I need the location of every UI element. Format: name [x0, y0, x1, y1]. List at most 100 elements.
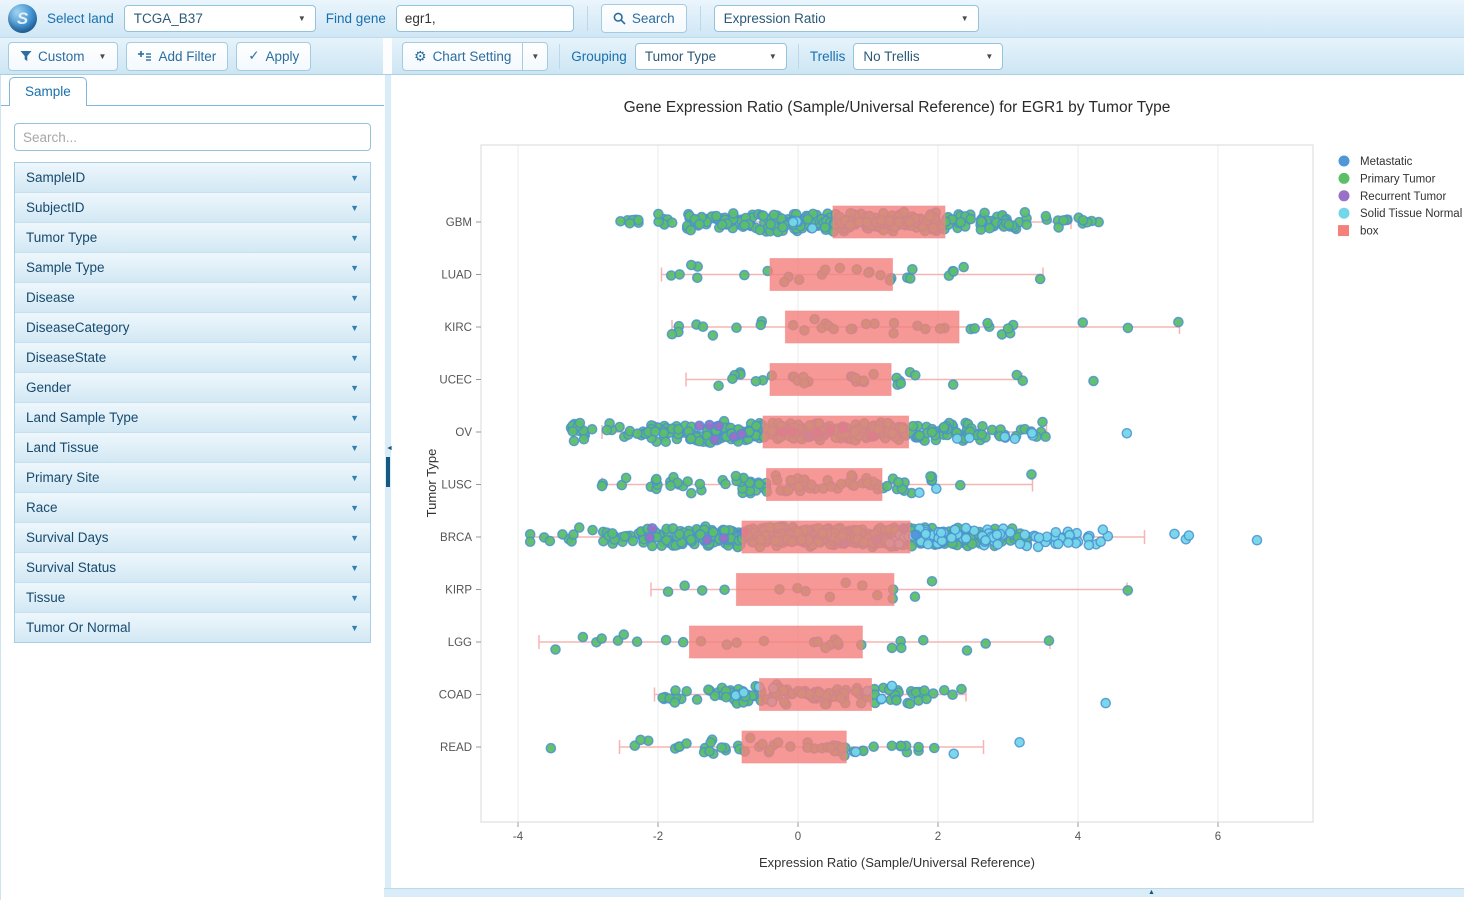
- chart-panel: -4 -2 0 2 4 6 GBM LUAD KIRC UCEC OV LUSC BRCA KIRP LGG…: [392, 75, 1464, 888]
- collapse-left-icon[interactable]: ◄: [386, 445, 393, 452]
- sidebar-field-land-tissue[interactable]: Land Tissue ▼: [15, 433, 370, 463]
- gear-icon: ⚙: [414, 47, 427, 64]
- field-search-input[interactable]: [14, 123, 371, 151]
- find-gene-input[interactable]: [395, 5, 574, 32]
- app-logo-icon: S: [8, 4, 37, 33]
- field-label: SampleID: [26, 170, 86, 185]
- sidebar-field-gender[interactable]: Gender ▼: [15, 373, 370, 403]
- legend-item-primary[interactable]: Primary Tumor: [1338, 172, 1436, 186]
- sidebar-field-sample-type[interactable]: Sample Type ▼: [15, 253, 370, 283]
- sample-sidebar: Sample SampleID▼SubjectID▼Tumor Type▼Sam…: [0, 75, 384, 900]
- search-button[interactable]: Search: [600, 4, 687, 33]
- collapse-up-icon[interactable]: ▲: [1148, 889, 1155, 896]
- bottom-panel-strip: ▲: [384, 888, 1464, 897]
- svg-text:0: 0: [795, 831, 801, 843]
- chevron-down-icon: ▼: [985, 51, 994, 61]
- sidebar-field-land-sample-type[interactable]: Land Sample Type ▼: [15, 403, 370, 433]
- sidebar-field-tissue[interactable]: Tissue ▼: [15, 583, 370, 613]
- svg-text:Gene Expression Ratio (Sample/: Gene Expression Ratio (Sample/Universal …: [624, 99, 1171, 116]
- svg-text:OV: OV: [455, 427, 472, 439]
- sidebar-field-subjectid[interactable]: SubjectID ▼: [15, 193, 370, 223]
- svg-text:Recurrent Tumor: Recurrent Tumor: [1360, 191, 1446, 203]
- chart-toolbar: ⚙ Chart Setting ▼ Grouping Tumor Type ▼ …: [392, 41, 1004, 71]
- chevron-down-icon[interactable]: ▼: [350, 232, 359, 243]
- chevron-down-icon[interactable]: ▼: [350, 382, 359, 393]
- panel-splitter[interactable]: ◄: [384, 75, 393, 891]
- grouping-dropdown[interactable]: Tumor Type ▼: [634, 42, 787, 70]
- divider: [699, 6, 701, 31]
- chevron-down-icon[interactable]: ▼: [350, 412, 359, 423]
- divider: [559, 43, 561, 69]
- field-label: Disease: [26, 290, 75, 305]
- chevron-down-icon[interactable]: ▼: [350, 592, 359, 603]
- trellis-dropdown[interactable]: No Trellis ▼: [853, 42, 1004, 70]
- search-button-label: Search: [631, 11, 675, 26]
- chart-setting-button[interactable]: ⚙ Chart Setting: [402, 41, 524, 71]
- chevron-down-icon[interactable]: ▼: [350, 262, 359, 273]
- chevron-down-icon[interactable]: ▼: [350, 562, 359, 573]
- legend-item-metastatic[interactable]: Metastatic: [1338, 155, 1413, 169]
- chevron-down-icon[interactable]: ▼: [350, 172, 359, 183]
- legend-item-recurrent[interactable]: Recurrent Tumor: [1338, 190, 1447, 203]
- trellis-value: No Trellis: [863, 48, 920, 64]
- chevron-down-icon[interactable]: ▼: [350, 202, 359, 213]
- find-gene-label: Find gene: [325, 11, 386, 26]
- field-label: Race: [26, 500, 58, 515]
- svg-text:BRCA: BRCA: [440, 532, 472, 544]
- sidebar-field-tumor-or-normal[interactable]: Tumor Or Normal ▼: [15, 613, 370, 642]
- filter-funnel-icon: [20, 51, 32, 61]
- select-land-dropdown[interactable]: TCGA_B37 ▼: [123, 5, 316, 32]
- chevron-down-icon[interactable]: ▼: [350, 502, 359, 513]
- chevron-down-icon[interactable]: ▼: [350, 472, 359, 483]
- chevron-down-icon[interactable]: ▼: [350, 532, 359, 543]
- field-label: Sample Type: [26, 260, 105, 275]
- svg-text:KIRP: KIRP: [445, 585, 472, 597]
- chevron-down-icon[interactable]: ▼: [350, 442, 359, 453]
- field-label: DiseaseCategory: [26, 320, 130, 335]
- chart-setting-split-button: ⚙ Chart Setting ▼: [402, 41, 549, 71]
- apply-button[interactable]: ✓ Apply: [236, 41, 312, 71]
- svg-text:4: 4: [1075, 831, 1082, 843]
- sidebar-field-diseasestate[interactable]: DiseaseState ▼: [15, 343, 370, 373]
- svg-text:Metastatic: Metastatic: [1360, 156, 1413, 168]
- sidebar-field-tumor-type[interactable]: Tumor Type ▼: [15, 223, 370, 253]
- sidebar-field-survival-status[interactable]: Survival Status ▼: [15, 553, 370, 583]
- chevron-down-icon: ▼: [297, 14, 306, 23]
- view-mode-dropdown[interactable]: Expression Ratio ▼: [713, 5, 979, 32]
- expression-ratio-boxplot[interactable]: -4 -2 0 2 4 6 GBM LUAD KIRC UCEC OV LUSC BRCA KIRP LGG…: [392, 75, 1464, 888]
- legend-item-normal[interactable]: Solid Tissue Normal: [1338, 207, 1463, 221]
- svg-text:Tumor Type: Tumor Type: [424, 449, 439, 518]
- custom-filter-label: Custom: [38, 48, 85, 64]
- splitter-handle[interactable]: [386, 457, 390, 487]
- grouping-value: Tumor Type: [644, 48, 717, 64]
- chart-setting-menu-button[interactable]: ▼: [523, 41, 549, 71]
- svg-text:COAD: COAD: [439, 690, 472, 702]
- svg-text:READ: READ: [440, 742, 472, 754]
- sidebar-field-disease[interactable]: Disease ▼: [15, 283, 370, 313]
- legend-item-box[interactable]: box: [1338, 225, 1379, 238]
- chevron-down-icon: ▼: [960, 14, 969, 23]
- svg-text:LUSC: LUSC: [441, 480, 472, 492]
- chevron-down-icon[interactable]: ▼: [350, 292, 359, 303]
- sidebar-field-survival-days[interactable]: Survival Days ▼: [15, 523, 370, 553]
- add-filter-button[interactable]: Add Filter: [126, 41, 229, 71]
- apply-label: Apply: [265, 48, 300, 64]
- chevron-down-icon[interactable]: ▼: [350, 352, 359, 363]
- svg-text:Expression Ratio (Sample/Unive: Expression Ratio (Sample/Universal Refer…: [759, 855, 1035, 870]
- chevron-down-icon[interactable]: ▼: [350, 622, 359, 633]
- grouping-label: Grouping: [571, 48, 627, 64]
- sidebar-field-race[interactable]: Race ▼: [15, 493, 370, 523]
- custom-filter-button[interactable]: Custom ▼: [8, 41, 119, 71]
- svg-text:Primary Tumor: Primary Tumor: [1360, 173, 1436, 185]
- tab-sample[interactable]: Sample: [9, 77, 87, 106]
- chevron-down-icon[interactable]: ▼: [350, 322, 359, 333]
- sidebar-field-sampleid[interactable]: SampleID ▼: [15, 163, 370, 193]
- trellis-label: Trellis: [809, 48, 846, 64]
- sidebar-field-primary-site[interactable]: Primary Site ▼: [15, 463, 370, 493]
- field-label: Survival Status: [26, 560, 117, 575]
- secondary-toolbar: Custom ▼ Add Filter ✓ Apply ⚙ Chart Sett…: [0, 38, 1464, 75]
- svg-text:LUAD: LUAD: [441, 270, 472, 282]
- field-label: Tissue: [26, 590, 66, 605]
- add-filter-icon: [138, 51, 152, 61]
- sidebar-field-diseasecategory[interactable]: DiseaseCategory ▼: [15, 313, 370, 343]
